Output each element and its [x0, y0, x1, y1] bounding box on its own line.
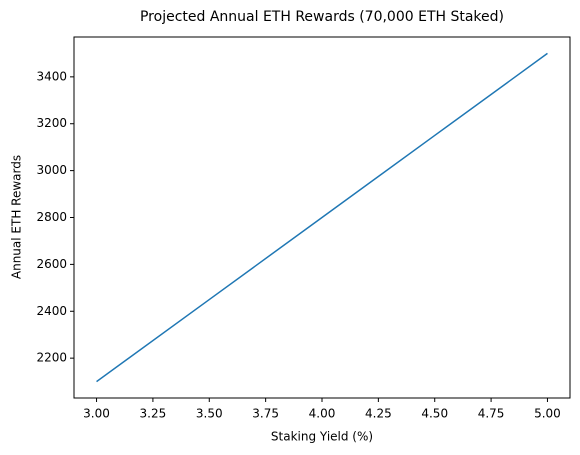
x-tick-label: 3.00	[83, 407, 110, 421]
x-tick-label: 3.50	[196, 407, 223, 421]
y-tick-label: 2800	[36, 210, 67, 224]
y-tick-label: 3200	[36, 116, 67, 130]
y-tick-label: 2200	[36, 351, 67, 365]
chart-title: Projected Annual ETH Rewards (70,000 ETH…	[140, 9, 504, 25]
y-axis-label: Annual ETH Rewards	[10, 155, 24, 279]
x-tick-label: 4.50	[421, 407, 448, 421]
x-axis-label: Staking Yield (%)	[271, 430, 373, 444]
y-tick-label: 3000	[36, 163, 67, 177]
x-tick-label: 4.75	[478, 407, 505, 421]
x-tick-label: 4.25	[365, 407, 392, 421]
y-tick-label: 2400	[36, 304, 67, 318]
y-tick-label: 3400	[36, 69, 67, 83]
x-tick-label: 5.00	[534, 407, 561, 421]
data-line	[96, 52, 548, 383]
y-tick-label: 2600	[36, 257, 67, 271]
x-tick-label: 3.75	[252, 407, 279, 421]
x-tick-label: 3.25	[140, 407, 167, 421]
x-tick-label: 4.00	[309, 407, 336, 421]
